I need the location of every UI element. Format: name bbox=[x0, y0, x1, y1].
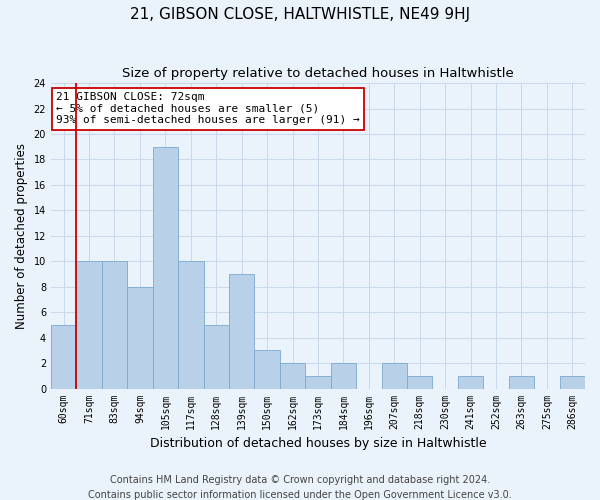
Bar bbox=[458, 376, 483, 388]
Bar bbox=[127, 286, 152, 388]
Bar bbox=[178, 262, 203, 388]
Bar bbox=[280, 363, 305, 388]
Bar bbox=[305, 376, 331, 388]
Bar bbox=[560, 376, 585, 388]
Bar bbox=[51, 325, 76, 388]
Text: 21 GIBSON CLOSE: 72sqm
← 5% of detached houses are smaller (5)
93% of semi-detac: 21 GIBSON CLOSE: 72sqm ← 5% of detached … bbox=[56, 92, 360, 126]
Bar bbox=[102, 262, 127, 388]
Text: 21, GIBSON CLOSE, HALTWHISTLE, NE49 9HJ: 21, GIBSON CLOSE, HALTWHISTLE, NE49 9HJ bbox=[130, 8, 470, 22]
Title: Size of property relative to detached houses in Haltwhistle: Size of property relative to detached ho… bbox=[122, 68, 514, 80]
Text: Contains HM Land Registry data © Crown copyright and database right 2024.
Contai: Contains HM Land Registry data © Crown c… bbox=[88, 474, 512, 500]
Bar bbox=[76, 262, 102, 388]
X-axis label: Distribution of detached houses by size in Haltwhistle: Distribution of detached houses by size … bbox=[149, 437, 486, 450]
Bar bbox=[152, 146, 178, 388]
Bar bbox=[382, 363, 407, 388]
Bar bbox=[407, 376, 433, 388]
Bar bbox=[229, 274, 254, 388]
Bar bbox=[331, 363, 356, 388]
Bar bbox=[254, 350, 280, 389]
Y-axis label: Number of detached properties: Number of detached properties bbox=[15, 143, 28, 329]
Bar bbox=[203, 325, 229, 388]
Bar bbox=[509, 376, 534, 388]
